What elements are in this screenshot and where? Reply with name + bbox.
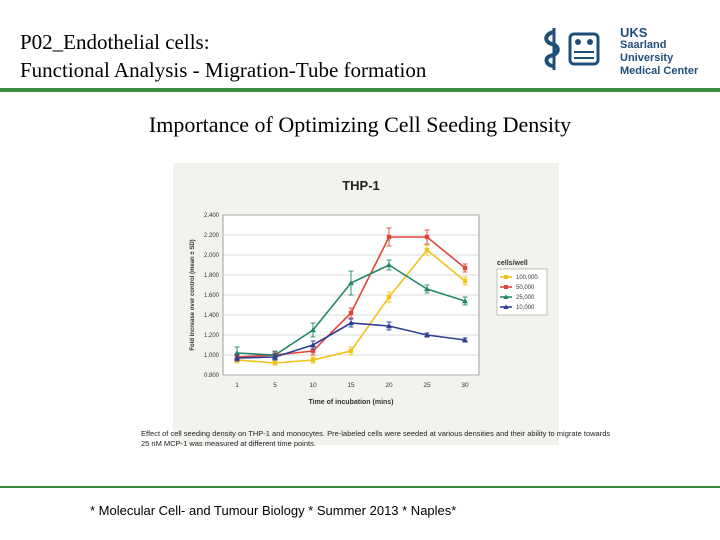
data-point: [310, 357, 316, 363]
legend-title: cells/well: [497, 260, 528, 267]
y-tick-label: 2.200: [204, 233, 220, 239]
logo-text-university: Saarland University: [620, 39, 674, 64]
chart-title: THP-1: [342, 178, 380, 193]
line-chart: THP-1 0.800 1.000 1.200 1.400 1.600 1.800 2.000…: [190, 178, 548, 406]
data-point: [272, 360, 278, 366]
y-tick-label: 1.600: [204, 293, 220, 299]
slide-title-line1: P02_Endothelial cells:: [20, 30, 210, 54]
data-point: [462, 265, 468, 271]
data-point: [386, 294, 392, 300]
x-tick-label: 1: [235, 382, 239, 389]
y-tick-label: 1.000: [204, 353, 220, 359]
legend-label: 50,000: [516, 285, 535, 291]
logo-emblem-icon: [544, 28, 600, 70]
header-divider: [0, 88, 720, 92]
footer-divider: [0, 486, 720, 488]
data-point: [234, 355, 240, 361]
data-point: [348, 280, 354, 286]
data-point: [386, 323, 392, 329]
data-point: [348, 310, 354, 316]
x-tick-label: 5: [273, 382, 277, 389]
y-tick-label: 1.800: [204, 273, 220, 279]
data-point: [424, 286, 430, 292]
x-tick-label: 20: [385, 382, 393, 389]
slide-title: P02_Endothelial cells: Functional Analys…: [20, 28, 426, 84]
y-axis-label: Fold increase over control (mean ± SD): [190, 239, 196, 350]
x-axis-label: Time of incubation (mins): [308, 399, 393, 406]
data-point: [310, 342, 316, 348]
legend-label: 100,000: [516, 275, 538, 281]
data-point: [462, 337, 468, 343]
legend-label: 25,000: [516, 295, 535, 301]
y-tick-label: 1.400: [204, 313, 220, 319]
slide-title-line2: Functional Analysis - Migration-Tube for…: [20, 58, 427, 82]
logo-text-center: Medical Center: [620, 65, 699, 77]
legend-marker: [503, 294, 509, 299]
legend-marker: [504, 275, 508, 279]
x-tick-label: 25: [423, 382, 431, 389]
x-tick-label: 10: [309, 382, 317, 389]
x-tick-label: 15: [347, 382, 355, 389]
slide-subtitle: Importance of Optimizing Cell Seeding De…: [148, 112, 572, 137]
y-tick-label: 2.400: [204, 213, 220, 219]
figure-caption: Effect of cell seeding density on THP-1 …: [141, 429, 611, 448]
data-point: [462, 298, 468, 304]
slide-footer: * Molecular Cell- and Tumour Biology * S…: [90, 503, 457, 518]
data-point: [386, 262, 392, 268]
data-point: [272, 354, 278, 360]
data-point: [310, 327, 316, 333]
legend-marker: [504, 285, 508, 289]
y-tick-label: 2.000: [204, 253, 220, 259]
data-point: [462, 278, 468, 284]
legend-marker: [503, 304, 509, 309]
data-point: [386, 234, 392, 240]
data-point: [348, 348, 354, 354]
data-point: [310, 348, 316, 354]
data-point: [424, 247, 430, 253]
legend-label: 10,000: [516, 305, 535, 311]
data-point: [424, 332, 430, 338]
data-point: [234, 350, 240, 356]
logo-text-uks: UKS: [620, 25, 648, 40]
data-point: [348, 320, 354, 326]
x-tick-label: 30: [461, 382, 469, 389]
data-point: [424, 234, 430, 240]
chart-figure: THP-1 0.800 1.000 1.200 1.400 1.600 1.800 2.000…: [173, 163, 559, 445]
y-tick-label: 1.200: [204, 333, 220, 339]
y-tick-label: 0.800: [204, 373, 220, 379]
university-logo: UKS Saarland University Medical Center: [540, 24, 715, 77]
